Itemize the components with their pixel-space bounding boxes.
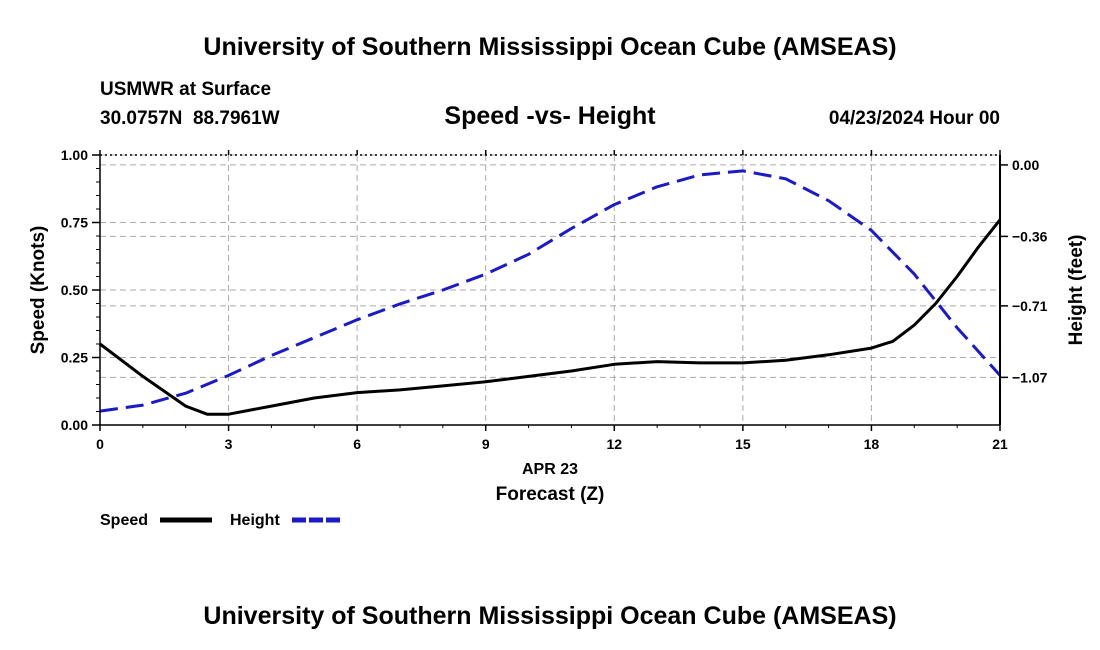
y-axis-right-label: Height (feet) (1066, 235, 1087, 346)
grid-lines (100, 154, 1000, 425)
chart-subtitle: Speed -vs- Height (444, 102, 656, 130)
y-left-tick-label: 0.50 (61, 282, 88, 298)
x-tick-label: 15 (735, 436, 751, 452)
y-right-tick-label: −0.36 (1012, 228, 1048, 244)
location-label: 30.0757N 88.7961W (100, 108, 280, 129)
x-tick-label: 3 (225, 436, 233, 452)
x-tick-label: 6 (353, 436, 361, 452)
y-left-tick-label: 0.75 (61, 215, 88, 231)
y-right-tick-label: 0.00 (1012, 157, 1039, 173)
y-left-tick-label: 0.00 (61, 417, 88, 433)
main-title: University of Southern Mississippi Ocean… (203, 33, 896, 61)
legend-label-height: Height (230, 512, 280, 529)
y-left-tick-label: 0.25 (61, 350, 88, 366)
y-right-tick-label: −0.71 (1012, 298, 1048, 314)
x-tick-label: 18 (864, 436, 880, 452)
axis-ticks: 0 3 6 9 12 15 18 21 0.00 0.25 0.50 0.75 1.00 0.00 −0.3… (61, 147, 1048, 452)
footer-title: University of Southern Mississippi Ocean… (203, 602, 896, 630)
x-axis-label: Forecast (Z) (496, 484, 605, 505)
series-line-speed (99, 218, 1002, 416)
y-left-tick-label: 1.00 (61, 147, 88, 163)
series-line-height (99, 169, 1002, 413)
x-tick-label: 9 (482, 436, 490, 452)
date-label: 04/23/2024 Hour 00 (829, 108, 1000, 129)
legend: Speed Height (100, 512, 342, 529)
series-layer (99, 169, 1002, 416)
x-tick-label: 21 (992, 436, 1008, 452)
y-axis-left-label: Speed (Knots) (28, 226, 49, 355)
x-tick-label: 12 (606, 436, 622, 452)
x-axis-date-label: APR 23 (522, 461, 578, 478)
y-right-tick-label: −1.07 (1012, 369, 1048, 385)
legend-label-speed: Speed (100, 512, 148, 529)
station-label: USMWR at Surface (100, 79, 271, 100)
x-tick-label: 0 (96, 436, 104, 452)
